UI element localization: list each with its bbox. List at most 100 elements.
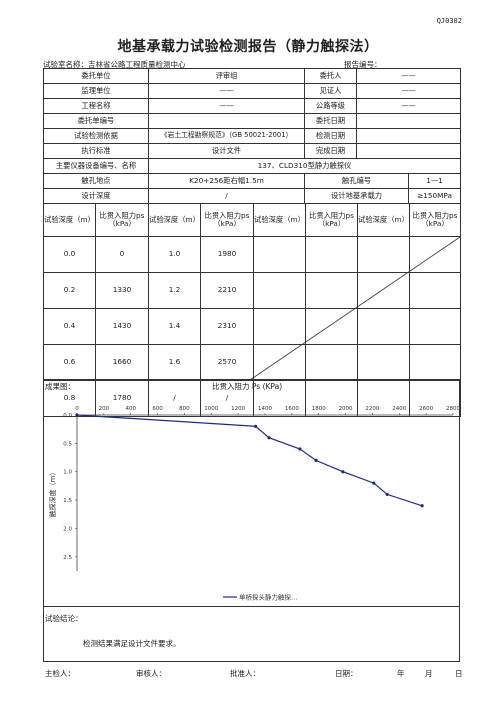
data-point <box>341 470 345 474</box>
equipment-label: 主要仪器设备编号、名称 <box>43 158 149 174</box>
location-value: K20+256距右幅1.5m <box>147 173 306 189</box>
hole-number-label: 触孔编号 <box>304 173 410 189</box>
conclusion-box <box>43 606 460 662</box>
x-tick-label: 2200 <box>365 406 379 412</box>
table-row: 0.6 1660 1.6 2570 <box>43 344 461 381</box>
cell: 1.6 <box>148 344 201 381</box>
header-depth: 试验深度（m） <box>357 203 410 237</box>
info-value: 评审组 <box>147 68 306 84</box>
cell: 1660 <box>95 344 149 381</box>
info-row: 委托单位 评审组 委托人 —— <box>43 68 462 84</box>
table-row: 0.0 0 1.0 1980 <box>43 236 461 273</box>
location-row: 触孔地点 K20+256距右幅1.5m 触孔编号 1—1 <box>43 173 462 189</box>
document-code: QJ0302 <box>436 17 462 25</box>
info-label: 监理单位 <box>43 83 149 99</box>
header-ps: 比贯入阻力ps（kPa） <box>409 203 461 237</box>
equipment-row: 主要仪器设备编号、名称 137、CLD310型静力触探仪 <box>43 158 462 174</box>
cell <box>357 380 410 417</box>
x-tick-label: 1800 <box>312 406 326 412</box>
info-label: 委托单编号 <box>43 113 149 129</box>
info-value: —— <box>356 98 462 114</box>
cell: 1.0 <box>148 236 201 273</box>
cell: / <box>148 380 201 417</box>
design-depth-label: 设计深度 <box>43 188 149 204</box>
info-label: 工程名称 <box>43 98 149 114</box>
cell: 2570 <box>200 344 254 381</box>
cell: / <box>200 380 254 417</box>
conclusion-label: 试验结论： <box>45 614 83 623</box>
cell <box>409 308 461 345</box>
header-depth: 试验深度（m） <box>148 203 201 237</box>
x-tick-label: 2400 <box>392 406 406 412</box>
x-tick-label: 800 <box>179 406 190 412</box>
day-label: 日 <box>455 669 463 678</box>
table-header-row: 试验深度（m） 比贯入阻力ps（kPa） 试验深度（m） 比贯入阻力ps（kPa… <box>43 203 461 237</box>
cell <box>409 272 461 309</box>
cell: 2210 <box>200 272 254 309</box>
x-tick-label: 600 <box>152 406 163 412</box>
hole-number-value: 1—1 <box>408 173 462 189</box>
x-tick-label: 200 <box>99 406 110 412</box>
cell: 1.2 <box>148 272 201 309</box>
month-label: 月 <box>425 669 433 678</box>
cell <box>253 272 306 309</box>
header-depth: 试验深度（m） <box>43 203 96 237</box>
cell: 2310 <box>200 308 254 345</box>
cell <box>357 308 410 345</box>
cell <box>253 236 306 273</box>
info-value <box>356 143 462 159</box>
year-label: 年 <box>397 669 405 678</box>
cell <box>253 344 306 381</box>
info-value: 设计文件 <box>147 143 306 159</box>
report-number-label: 报告编号： <box>344 60 382 69</box>
data-point <box>372 481 376 485</box>
info-value <box>356 128 462 144</box>
cell: 1980 <box>200 236 254 273</box>
info-label: 执行标准 <box>43 143 149 159</box>
cell <box>409 380 461 417</box>
cell <box>357 236 410 273</box>
x-tick-label: 2000 <box>339 406 353 412</box>
info-value: —— <box>356 83 462 99</box>
cell: 0.6 <box>43 344 96 381</box>
x-tick-label: 400 <box>125 406 136 412</box>
info-label: 公路等级 <box>304 98 358 114</box>
cell <box>305 272 358 309</box>
x-tick-label: 1200 <box>231 406 245 412</box>
cell <box>357 272 410 309</box>
info-row: 监理单位 —— 见证人 —— <box>43 83 462 99</box>
cell: 1780 <box>95 380 149 417</box>
header-depth: 试验深度（m） <box>253 203 306 237</box>
y-tick-label: 0.0 <box>63 413 72 419</box>
header-ps: 比贯入阻力ps（kPa） <box>95 203 149 237</box>
cell <box>409 344 461 381</box>
y-tick-label: 0.5 <box>63 441 72 447</box>
cell <box>305 344 358 381</box>
x-tick-label: 1600 <box>285 406 299 412</box>
info-label: 见证人 <box>304 83 358 99</box>
cell: 1330 <box>95 272 149 309</box>
info-label: 完成日期 <box>304 143 358 159</box>
info-label: 检测日期 <box>304 128 358 144</box>
cell <box>357 344 410 381</box>
cell <box>305 380 358 417</box>
info-value: —— <box>356 68 462 84</box>
series-line <box>76 414 423 507</box>
info-label: 委托日期 <box>304 113 358 129</box>
data-point <box>298 447 302 451</box>
data-point <box>75 413 79 417</box>
lab-name: 试验室名称：吉林省公路工程质量检测中心 <box>43 60 186 69</box>
x-tick-label: 2800 <box>446 406 460 412</box>
data-point <box>254 424 258 428</box>
cell <box>253 308 306 345</box>
x-tick-label: 1400 <box>258 406 272 412</box>
x-tick-label: 1000 <box>204 406 218 412</box>
design-bearing-value: ≥150MPa <box>408 188 462 204</box>
cell <box>305 308 358 345</box>
signature-footer: 主检人： 审核人： 批准人： 日期： 年 月 日 <box>0 668 496 680</box>
info-label: 委托人 <box>304 68 358 84</box>
cell: 0 <box>95 236 149 273</box>
table-row: 0.4 1430 1.4 2310 <box>43 308 461 345</box>
report-title: 地基承载力试验检测报告（静力触探法） <box>117 39 379 55</box>
location-label: 触孔地点 <box>43 173 149 189</box>
